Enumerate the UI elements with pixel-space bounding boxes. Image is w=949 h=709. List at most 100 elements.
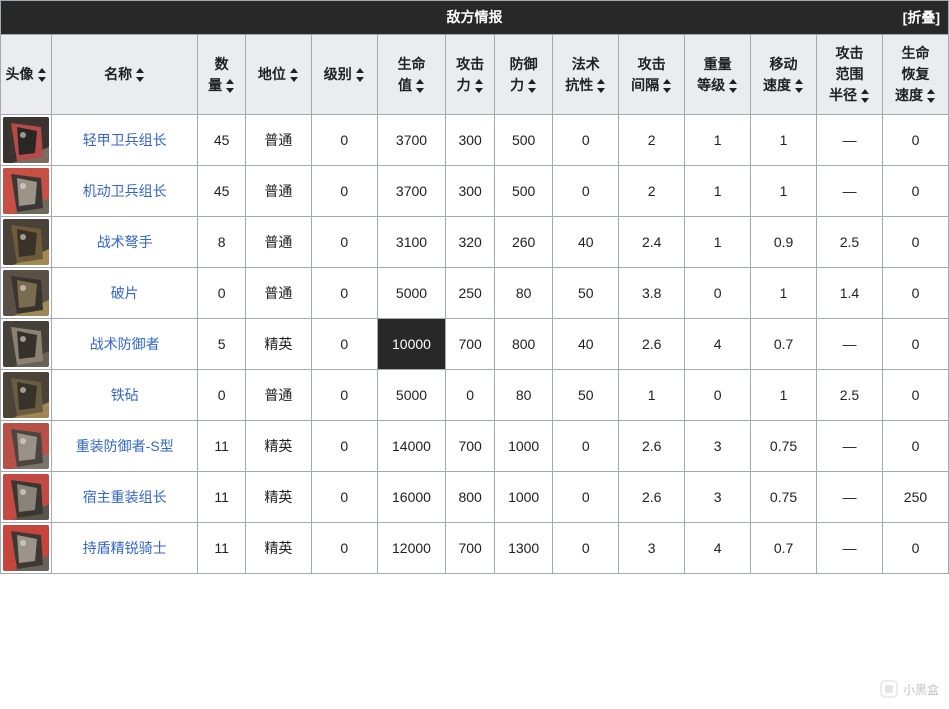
avatar-icon <box>3 474 49 520</box>
col-res[interactable]: 法术抗性 <box>553 35 619 115</box>
weight-cell: 1 <box>685 166 751 217</box>
enemy-name-link[interactable]: 持盾精锐骑士 <box>83 540 167 556</box>
avatar-icon <box>3 525 49 571</box>
enemy-name-link[interactable]: 战术防御者 <box>90 336 160 352</box>
avatar-icon <box>3 219 49 265</box>
col-count[interactable]: 数量 <box>198 35 245 115</box>
sort-icon <box>355 68 365 82</box>
res-cell: 0 <box>553 523 619 574</box>
sort-icon <box>662 79 672 93</box>
avatar-cell <box>1 268 52 319</box>
regen-cell: 0 <box>882 217 948 268</box>
tier-cell: 0 <box>311 268 377 319</box>
tier-cell: 0 <box>311 370 377 421</box>
avatar-icon <box>3 372 49 418</box>
col-label: 级别 <box>324 66 352 82</box>
range-cell: 2.5 <box>817 370 883 421</box>
regen-cell: 0 <box>882 319 948 370</box>
avatar-cell <box>1 370 52 421</box>
enemy-name-link[interactable]: 铁砧 <box>111 387 139 403</box>
table-row: 铁砧0普通05000080501012.50 <box>1 370 949 421</box>
weight-cell: 3 <box>685 472 751 523</box>
range-cell: 1.4 <box>817 268 883 319</box>
sort-icon <box>728 79 738 93</box>
rank-cell: 普通 <box>245 370 311 421</box>
col-name[interactable]: 名称 <box>52 35 198 115</box>
count-cell: 0 <box>198 268 245 319</box>
enemy-name-link[interactable]: 宿主重装组长 <box>83 489 167 505</box>
hp-cell: 12000 <box>377 523 446 574</box>
table-row: 宿主重装组长11精英016000800100002.630.75—250 <box>1 472 949 523</box>
col-label: 攻击间隔 <box>631 56 666 93</box>
regen-cell: 250 <box>882 472 948 523</box>
table-title: 敌方情报 <box>9 7 940 28</box>
enemy-name-link[interactable]: 破片 <box>111 285 139 301</box>
avatar-cell <box>1 166 52 217</box>
range-cell: — <box>817 115 883 166</box>
mspd-cell: 1 <box>751 115 817 166</box>
col-mspd[interactable]: 移动速度 <box>751 35 817 115</box>
range-cell: — <box>817 472 883 523</box>
sort-icon <box>596 79 606 93</box>
atk-cell: 250 <box>446 268 495 319</box>
sort-icon <box>474 79 484 93</box>
range-cell: 2.5 <box>817 217 883 268</box>
avatar-cell <box>1 319 52 370</box>
collapse-toggle[interactable]: [折叠] <box>903 7 940 28</box>
table-body: 轻甲卫兵组长45普通037003005000211—0机动卫兵组长45普通037… <box>1 115 949 574</box>
atk-cell: 700 <box>446 421 495 472</box>
col-weight[interactable]: 重量等级 <box>685 35 751 115</box>
col-regen[interactable]: 生命恢复速度 <box>882 35 948 115</box>
avatar-cell <box>1 115 52 166</box>
atkint-cell: 1 <box>619 370 685 421</box>
def-cell: 80 <box>495 268 553 319</box>
col-def[interactable]: 防御力 <box>495 35 553 115</box>
sort-icon <box>289 68 299 82</box>
table-row: 重装防御者-S型11精英014000700100002.630.75—0 <box>1 421 949 472</box>
tier-cell: 0 <box>311 472 377 523</box>
name-cell: 破片 <box>52 268 198 319</box>
enemy-name-link[interactable]: 轻甲卫兵组长 <box>83 132 167 148</box>
enemy-name-link[interactable]: 重装防御者-S型 <box>76 438 174 454</box>
col-atk[interactable]: 攻击力 <box>446 35 495 115</box>
hp-cell: 10000 <box>377 319 446 370</box>
mspd-cell: 1 <box>751 370 817 421</box>
avatar-icon <box>3 117 49 163</box>
range-cell: — <box>817 319 883 370</box>
hp-cell: 3700 <box>377 115 446 166</box>
rank-cell: 精英 <box>245 523 311 574</box>
def-cell: 500 <box>495 166 553 217</box>
def-cell: 1000 <box>495 421 553 472</box>
tier-cell: 0 <box>311 523 377 574</box>
atk-cell: 700 <box>446 319 495 370</box>
res-cell: 50 <box>553 370 619 421</box>
col-tier[interactable]: 级别 <box>311 35 377 115</box>
col-hp[interactable]: 生命值 <box>377 35 446 115</box>
name-cell: 轻甲卫兵组长 <box>52 115 198 166</box>
col-range[interactable]: 攻击范围半径 <box>817 35 883 115</box>
regen-cell: 0 <box>882 115 948 166</box>
name-cell: 重装防御者-S型 <box>52 421 198 472</box>
hp-cell: 16000 <box>377 472 446 523</box>
rank-cell: 精英 <box>245 472 311 523</box>
name-cell: 铁砧 <box>52 370 198 421</box>
enemy-name-link[interactable]: 机动卫兵组长 <box>83 183 167 199</box>
table-title-row: 敌方情报 [折叠] <box>1 1 949 35</box>
col-rank[interactable]: 地位 <box>245 35 311 115</box>
weight-cell: 0 <box>685 370 751 421</box>
rank-cell: 普通 <box>245 268 311 319</box>
enemy-name-link[interactable]: 战术弩手 <box>97 234 153 250</box>
watermark-icon <box>879 679 899 699</box>
name-cell: 战术防御者 <box>52 319 198 370</box>
col-avatar[interactable]: 头像 <box>1 35 52 115</box>
sort-icon <box>225 79 235 93</box>
tier-cell: 0 <box>311 421 377 472</box>
watermark-text: 小黑盒 <box>903 681 939 698</box>
name-cell: 战术弩手 <box>52 217 198 268</box>
range-cell: — <box>817 523 883 574</box>
watermark: 小黑盒 <box>879 679 939 699</box>
table-row: 持盾精锐骑士11精英01200070013000340.7—0 <box>1 523 949 574</box>
col-atkint[interactable]: 攻击间隔 <box>619 35 685 115</box>
avatar-cell <box>1 421 52 472</box>
col-label: 攻击范围半径 <box>829 45 864 103</box>
